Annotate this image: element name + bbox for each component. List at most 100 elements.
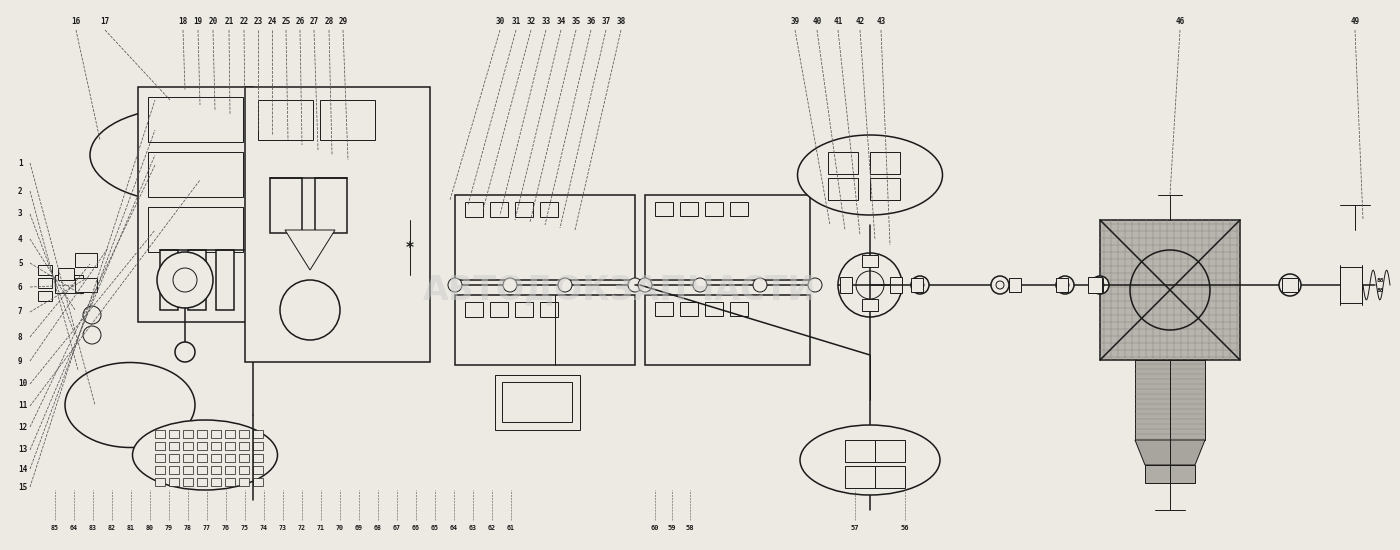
Circle shape <box>157 252 213 308</box>
Circle shape <box>916 281 924 289</box>
Bar <box>911 278 923 292</box>
Text: 88: 88 <box>1376 288 1383 293</box>
Text: 17: 17 <box>101 18 109 26</box>
Text: 59: 59 <box>668 525 676 531</box>
Text: 63: 63 <box>469 525 477 531</box>
Bar <box>169 454 179 462</box>
Text: 82: 82 <box>108 525 116 531</box>
Text: 78: 78 <box>183 525 192 531</box>
Text: 46: 46 <box>1176 18 1184 26</box>
Bar <box>1135 360 1205 440</box>
Text: 38: 38 <box>616 18 626 26</box>
Circle shape <box>83 306 101 324</box>
Text: 5: 5 <box>18 258 22 267</box>
Bar <box>1145 465 1196 483</box>
Text: 56: 56 <box>900 525 909 531</box>
Text: 74: 74 <box>260 525 267 531</box>
Bar <box>253 430 263 438</box>
Text: 61: 61 <box>507 525 515 531</box>
Text: 66: 66 <box>412 525 420 531</box>
Text: АВТОДОКЗАПЧАСТИ: АВТОДОКЗАПЧАСТИ <box>423 273 816 306</box>
Text: 76: 76 <box>223 525 230 531</box>
Circle shape <box>753 278 767 292</box>
Bar <box>216 250 234 310</box>
Text: 71: 71 <box>316 525 325 531</box>
Bar <box>239 442 249 450</box>
Bar <box>490 302 508 317</box>
Bar <box>169 466 179 474</box>
Bar <box>655 302 673 316</box>
Text: 11: 11 <box>18 402 27 410</box>
Bar <box>465 202 483 217</box>
Text: 41: 41 <box>833 18 843 26</box>
Text: 83: 83 <box>90 525 97 531</box>
Bar <box>155 454 165 462</box>
Text: 58: 58 <box>686 525 694 531</box>
Bar <box>846 466 875 488</box>
Text: 75: 75 <box>241 525 249 531</box>
Bar <box>183 478 193 486</box>
Bar <box>211 478 221 486</box>
Bar <box>188 250 206 310</box>
Bar <box>169 430 179 438</box>
Text: 81: 81 <box>127 525 134 531</box>
Bar <box>225 442 235 450</box>
Bar <box>38 265 52 275</box>
Bar <box>253 442 263 450</box>
Circle shape <box>175 342 195 362</box>
Bar <box>1009 278 1021 292</box>
Bar <box>155 478 165 486</box>
Bar <box>465 302 483 317</box>
Circle shape <box>1056 276 1074 294</box>
Text: 68: 68 <box>374 525 382 531</box>
Bar <box>197 466 207 474</box>
Bar <box>225 430 235 438</box>
Text: 64: 64 <box>449 525 458 531</box>
Circle shape <box>638 278 652 292</box>
Circle shape <box>448 278 462 292</box>
Text: 2: 2 <box>18 186 22 195</box>
Bar <box>211 454 221 462</box>
Text: 31: 31 <box>511 18 521 26</box>
Bar <box>875 440 904 462</box>
Bar <box>540 302 559 317</box>
Text: 27: 27 <box>309 18 319 26</box>
Text: 8: 8 <box>18 333 22 342</box>
Bar <box>169 478 179 486</box>
Bar <box>706 302 722 316</box>
Bar <box>1340 267 1362 303</box>
Bar <box>155 442 165 450</box>
Polygon shape <box>286 230 335 270</box>
Text: 34: 34 <box>556 18 566 26</box>
Bar <box>148 207 244 252</box>
Bar <box>253 454 263 462</box>
Text: 79: 79 <box>165 525 174 531</box>
Text: 77: 77 <box>203 525 211 531</box>
Bar <box>38 278 52 288</box>
Bar <box>239 454 249 462</box>
Bar <box>197 478 207 486</box>
Text: 64: 64 <box>70 525 78 531</box>
Bar <box>183 442 193 450</box>
Text: 33: 33 <box>542 18 550 26</box>
Circle shape <box>503 278 517 292</box>
Bar <box>729 202 748 216</box>
Bar <box>869 152 900 174</box>
Bar <box>680 202 699 216</box>
Text: 9: 9 <box>18 356 22 366</box>
Text: 85: 85 <box>50 525 59 531</box>
Bar <box>515 302 533 317</box>
Bar <box>455 195 636 280</box>
Circle shape <box>559 278 573 292</box>
Text: 80: 80 <box>146 525 154 531</box>
Bar <box>245 87 430 362</box>
Bar <box>225 478 235 486</box>
Text: 65: 65 <box>431 525 440 531</box>
Text: 42: 42 <box>855 18 865 26</box>
Bar <box>253 466 263 474</box>
Text: 37: 37 <box>602 18 610 26</box>
Text: 23: 23 <box>253 18 263 26</box>
Text: 43: 43 <box>876 18 886 26</box>
Circle shape <box>1096 281 1105 289</box>
Polygon shape <box>1135 440 1205 465</box>
